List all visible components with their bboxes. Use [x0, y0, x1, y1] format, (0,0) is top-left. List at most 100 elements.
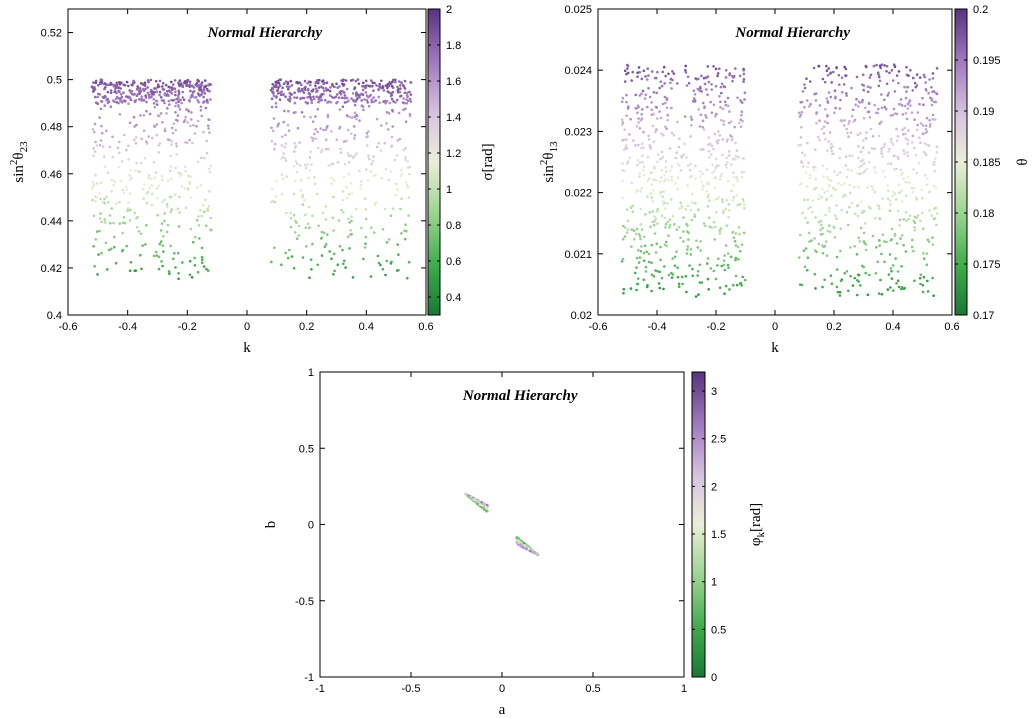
data-point	[701, 188, 704, 191]
data-point	[814, 99, 818, 102]
data-point	[149, 78, 153, 82]
data-point	[328, 89, 332, 93]
data-point	[711, 171, 714, 175]
data-point	[911, 134, 915, 138]
data-point	[708, 156, 711, 159]
data-point	[841, 119, 844, 123]
data-point	[721, 153, 724, 157]
data-point	[638, 234, 642, 238]
data-point	[675, 228, 679, 231]
data-point	[901, 113, 905, 116]
data-point	[316, 130, 319, 134]
data-point	[897, 183, 901, 187]
data-point	[881, 155, 885, 158]
data-point	[192, 90, 196, 93]
data-point	[676, 266, 679, 270]
data-point	[630, 181, 634, 185]
data-point	[195, 81, 199, 85]
data-point	[909, 69, 912, 72]
data-point	[146, 86, 149, 89]
data-point	[314, 87, 318, 90]
data-point	[98, 116, 101, 119]
data-point	[639, 223, 643, 226]
data-point	[724, 69, 728, 72]
data-point	[931, 90, 934, 94]
data-point	[625, 100, 628, 104]
data-point	[836, 290, 840, 294]
data-point	[719, 85, 723, 89]
data-point	[741, 198, 745, 201]
data-point	[299, 189, 303, 192]
data-point	[666, 220, 669, 224]
data-point	[900, 200, 904, 203]
data-point	[847, 135, 850, 139]
data-point	[196, 160, 200, 164]
data-point	[652, 112, 655, 116]
data-point	[150, 184, 153, 187]
data-point	[833, 236, 837, 239]
data-point	[383, 99, 387, 103]
data-point	[850, 168, 853, 172]
data-point	[904, 137, 908, 140]
data-point	[406, 95, 409, 99]
data-point	[327, 147, 330, 151]
data-point	[878, 122, 881, 125]
data-point	[141, 244, 144, 247]
data-point	[150, 95, 153, 99]
data-point	[369, 226, 373, 229]
data-point	[903, 104, 907, 108]
data-point	[800, 126, 803, 129]
data-point	[904, 112, 908, 115]
data-point	[879, 66, 882, 70]
data-point	[655, 91, 658, 95]
data-point	[843, 119, 846, 122]
data-point	[395, 182, 398, 186]
data-point	[303, 86, 306, 90]
data-point	[892, 63, 896, 66]
data-point	[668, 223, 672, 227]
data-point	[168, 169, 172, 173]
data-point	[151, 90, 154, 93]
data-point	[188, 85, 191, 88]
data-point	[286, 87, 290, 91]
data-point	[122, 216, 126, 219]
data-point	[270, 187, 274, 191]
data-point	[844, 164, 847, 167]
data-point	[341, 82, 344, 86]
data-point	[405, 184, 409, 187]
data-point	[125, 188, 128, 191]
data-point	[175, 97, 178, 101]
data-point	[636, 75, 639, 78]
data-point	[734, 154, 738, 158]
data-point	[170, 140, 174, 143]
data-point	[894, 257, 897, 260]
data-point	[389, 170, 393, 173]
data-point	[662, 133, 665, 137]
data-point	[406, 276, 409, 280]
data-point	[918, 76, 922, 79]
data-point	[918, 136, 921, 139]
data-point	[165, 90, 169, 93]
data-point	[715, 139, 718, 143]
data-point	[872, 64, 876, 68]
data-point	[686, 164, 690, 167]
data-point	[856, 214, 860, 218]
data-point	[862, 265, 865, 269]
data-point	[313, 132, 316, 136]
data-point	[295, 237, 299, 241]
data-point	[817, 197, 820, 201]
data-point	[109, 81, 113, 85]
data-point	[652, 178, 656, 182]
data-point	[655, 128, 658, 131]
data-point	[100, 80, 104, 84]
data-point	[621, 96, 625, 100]
data-point	[661, 70, 664, 74]
data-point	[698, 281, 702, 284]
data-point	[402, 97, 405, 100]
data-point	[731, 157, 735, 161]
data-point	[132, 115, 136, 119]
data-point	[689, 248, 693, 251]
data-point	[803, 105, 806, 109]
data-point	[912, 168, 915, 171]
data-point	[926, 238, 930, 242]
